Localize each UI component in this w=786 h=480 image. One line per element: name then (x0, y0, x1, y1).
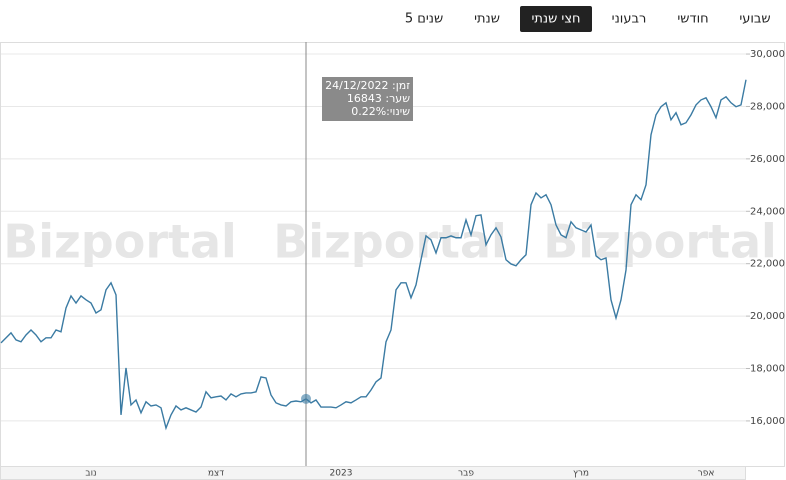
y-tick-label: 18,000 (750, 364, 785, 375)
x-tick-label: מרץ (573, 469, 589, 479)
tooltip-value: 24/12/2022 (325, 79, 388, 92)
crosshair-point (301, 393, 311, 404)
tooltip-value: 0.22% (351, 105, 386, 118)
y-tick-label: 28,000 (750, 101, 785, 112)
tooltip: זמן: 24/12/2022 שער: 16843 שינוי:0.22% (322, 77, 413, 121)
tab[interactable]: חצי שנתי (531, 12, 580, 27)
x-tick-label: נוב (85, 469, 96, 479)
tooltip-label: זמן: (392, 79, 410, 92)
tooltip-value: 16843 (347, 92, 382, 105)
tab[interactable]: רבעוני (612, 12, 647, 27)
watermark: Bizportal (543, 215, 777, 269)
tooltip-label: שער: (385, 92, 410, 105)
price-line (0, 79, 747, 431)
tab[interactable]: חודשי (677, 12, 708, 27)
plot (0, 42, 747, 466)
y-tick-label: 30,000 (750, 49, 785, 60)
x-tick-label: דצמ (208, 469, 224, 479)
x-tick-label: פבר (458, 469, 474, 479)
y-tick-label: 26,000 (750, 154, 785, 165)
tab[interactable]: שנתי (474, 12, 500, 27)
grid: 16,000 18,000 20,000 22,000 24,000 26,000 28,0… (1, 49, 785, 479)
tooltip-time: זמן: 24/12/2022 (325, 79, 410, 92)
x-axis-strip (0, 466, 746, 480)
tooltip-box (322, 77, 413, 121)
watermark: Bizportal (3, 215, 237, 269)
tab-active-bg (520, 6, 592, 32)
tooltip-change: שינוי:0.22% (351, 105, 410, 118)
y-tick-label: 22,000 (750, 259, 785, 270)
watermarks: Bizportal Bizportal Bizportal (3, 215, 777, 269)
tab[interactable]: שבועי (739, 12, 770, 27)
watermark: Bizportal (273, 215, 507, 269)
tabs: 5 שנים שנתי חצי שנתי רבעוני חודשי שבועי (405, 6, 771, 32)
tooltip-label: שינוי: (386, 105, 410, 118)
x-tick-label: 2023 (330, 469, 353, 479)
y-tick-label: 24,000 (750, 206, 785, 217)
tab[interactable]: 5 שנים (405, 12, 443, 27)
x-tick-label: אפר (698, 469, 715, 479)
y-tick-label: 20,000 (750, 311, 785, 322)
tooltip-price: שער: 16843 (347, 92, 410, 105)
y-tick-label: 16,000 (750, 416, 785, 427)
